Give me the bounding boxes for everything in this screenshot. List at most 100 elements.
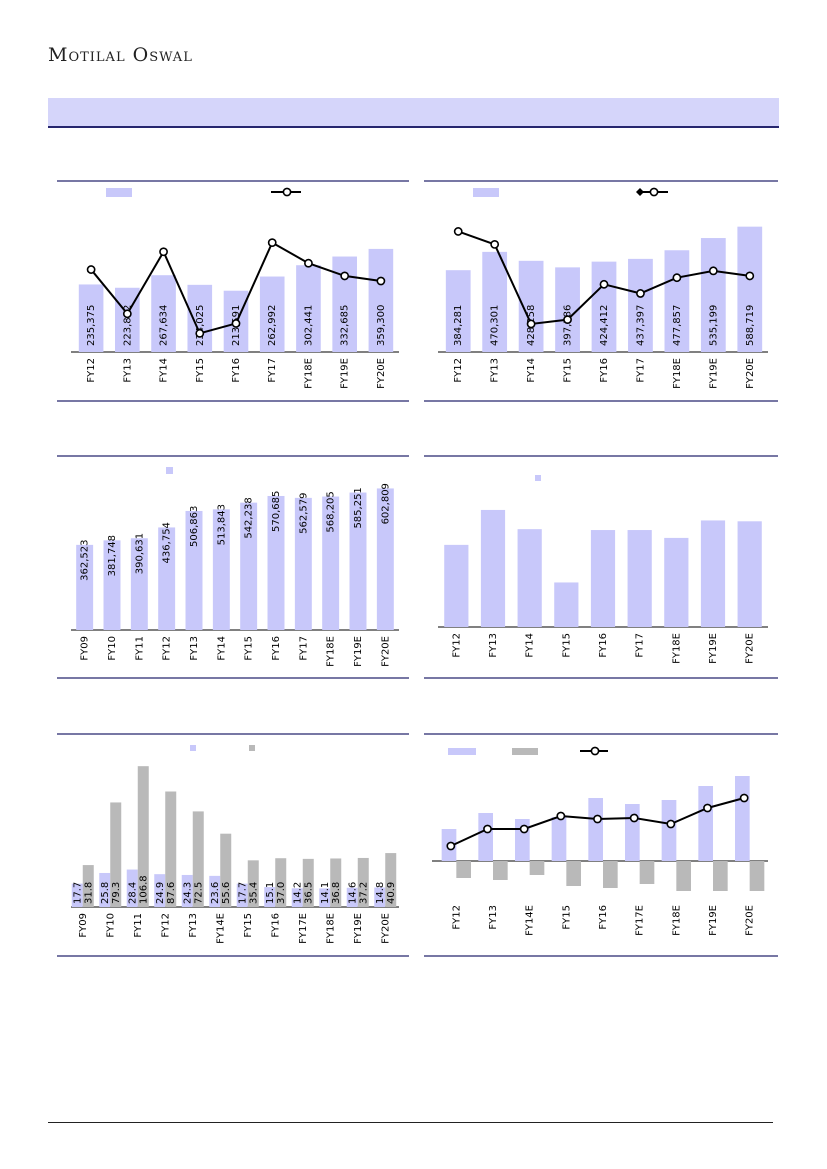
legend-bar-swatch: [190, 745, 196, 751]
bar-negative: [749, 861, 765, 891]
line-point: [526, 319, 536, 329]
data-label-series-2: 31.8: [83, 882, 94, 904]
tick-label: FY14: [216, 636, 227, 661]
bar-negative: [529, 861, 545, 875]
data-label-series-1: 28.4: [127, 882, 138, 904]
data-label-series-1: 24.3: [182, 882, 193, 904]
tick-label: FY16: [598, 633, 609, 658]
bar: [480, 509, 506, 627]
tick-label: FY14: [525, 633, 536, 658]
tick-label: FY17: [635, 358, 646, 383]
line-point: [490, 240, 500, 249]
tick-label: FY10: [105, 913, 116, 938]
line-point: [629, 813, 639, 823]
tick-label: FY18E: [326, 636, 337, 667]
tick-label: FY13: [122, 358, 133, 383]
tick-label: FY15: [561, 905, 572, 930]
bar-series-2: [247, 860, 259, 907]
tick-label: FY13: [189, 636, 200, 661]
data-label-series-2: 40.9: [386, 882, 397, 904]
tick-label: FY13: [488, 905, 499, 930]
bar: [294, 497, 312, 630]
bar-series-1: [181, 874, 193, 907]
data-label: 397,586: [563, 305, 574, 346]
tick-label: FY20E: [745, 633, 756, 664]
bar: [517, 529, 542, 627]
tick-label: FY13: [490, 358, 501, 383]
data-label-series-2: 36.5: [303, 882, 314, 904]
bar: [664, 250, 690, 352]
tick-label: FY12: [86, 358, 97, 383]
tick-label: FY19E: [353, 636, 364, 667]
legend-bar-swatch: [448, 748, 476, 755]
chart-6: FY12 FY13 FY14E FY15 FY16 FY17E FY18E FY19E FY20…: [424, 733, 778, 957]
data-label: 235,375: [86, 305, 97, 346]
tick-label: FY17: [298, 636, 309, 661]
tick-label: FY15: [563, 358, 574, 383]
brand-logo: Motilal Oswal: [48, 44, 193, 66]
tick-label: FY18E: [671, 905, 682, 936]
bar-series-2: [110, 802, 122, 907]
tick-label: FY19E: [340, 358, 351, 389]
tick-label: FY16: [231, 358, 242, 383]
bar: [591, 261, 617, 352]
bar-series-1: [126, 869, 138, 907]
line-point: [593, 814, 602, 824]
bar: [187, 284, 213, 352]
data-label-series-1: 14.2: [292, 882, 303, 904]
bar-series-1: [99, 872, 111, 907]
data-label: 381,748: [107, 535, 118, 576]
data-label: 302,441: [303, 305, 314, 346]
bar-series-1: [71, 883, 83, 907]
title-banner: [48, 98, 779, 128]
tick-label: FY19E: [353, 913, 364, 944]
bar: [267, 495, 285, 630]
legend-line-marker: [282, 187, 292, 197]
line-point: [483, 824, 492, 834]
tick-label: FY17: [267, 358, 278, 383]
data-label: 362,523: [80, 540, 91, 581]
data-label-series-2: 72.5: [193, 882, 204, 904]
data-label: 384,281: [453, 305, 464, 346]
tick-label: FY14E: [215, 913, 226, 944]
chart-panel-2: 384,281FY12470,301FY13428,258FY14397,586…: [424, 180, 778, 402]
tick-label: FY16: [270, 913, 281, 938]
bar-series-1: [319, 888, 331, 907]
bar: [445, 270, 471, 352]
bar-positive: [698, 786, 713, 861]
data-label: 424,412: [599, 305, 610, 346]
data-label-series-1: 14.1: [320, 882, 331, 904]
bar: [444, 544, 469, 627]
chart-panel-1: 235,375 FY12 223,882 FY13 267,634 FY14 234,025…: [57, 180, 409, 402]
bar-series-1: [374, 887, 386, 907]
tick-label: FY14E: [525, 905, 536, 936]
data-label: 506,863: [189, 506, 200, 547]
tick-label: FY12: [162, 636, 173, 661]
tick-label: FY14: [526, 358, 537, 383]
data-label-series-1: 23.6: [210, 882, 221, 904]
tick-label: FY16: [271, 636, 282, 661]
bar-positive: [625, 804, 640, 861]
data-label: 602,809: [380, 483, 391, 524]
bar: [322, 496, 340, 630]
bar-series-1: [346, 887, 358, 907]
data-label: 513,843: [216, 504, 227, 545]
bar-positive: [551, 817, 567, 861]
bar: [368, 248, 394, 352]
line-point: [122, 309, 132, 319]
tick-label: FY12: [160, 913, 171, 938]
chart-1: 235,375 FY12 223,882 FY13 267,634 FY14 234,025…: [57, 180, 409, 402]
bar: [737, 521, 762, 627]
line-point: [519, 824, 529, 834]
tick-label: FY17E: [298, 913, 309, 944]
bar-series-2: [302, 858, 314, 907]
data-label: 332,685: [340, 305, 351, 346]
line-point: [556, 811, 566, 821]
legend-bar-swatch: [535, 475, 541, 481]
legend-bar-swatch: [106, 188, 132, 197]
bar-series-2: [82, 865, 94, 907]
bar: [130, 538, 148, 630]
tick-label: FY17E: [635, 905, 646, 936]
bar: [482, 251, 508, 352]
legend-grey-swatch: [249, 745, 255, 751]
